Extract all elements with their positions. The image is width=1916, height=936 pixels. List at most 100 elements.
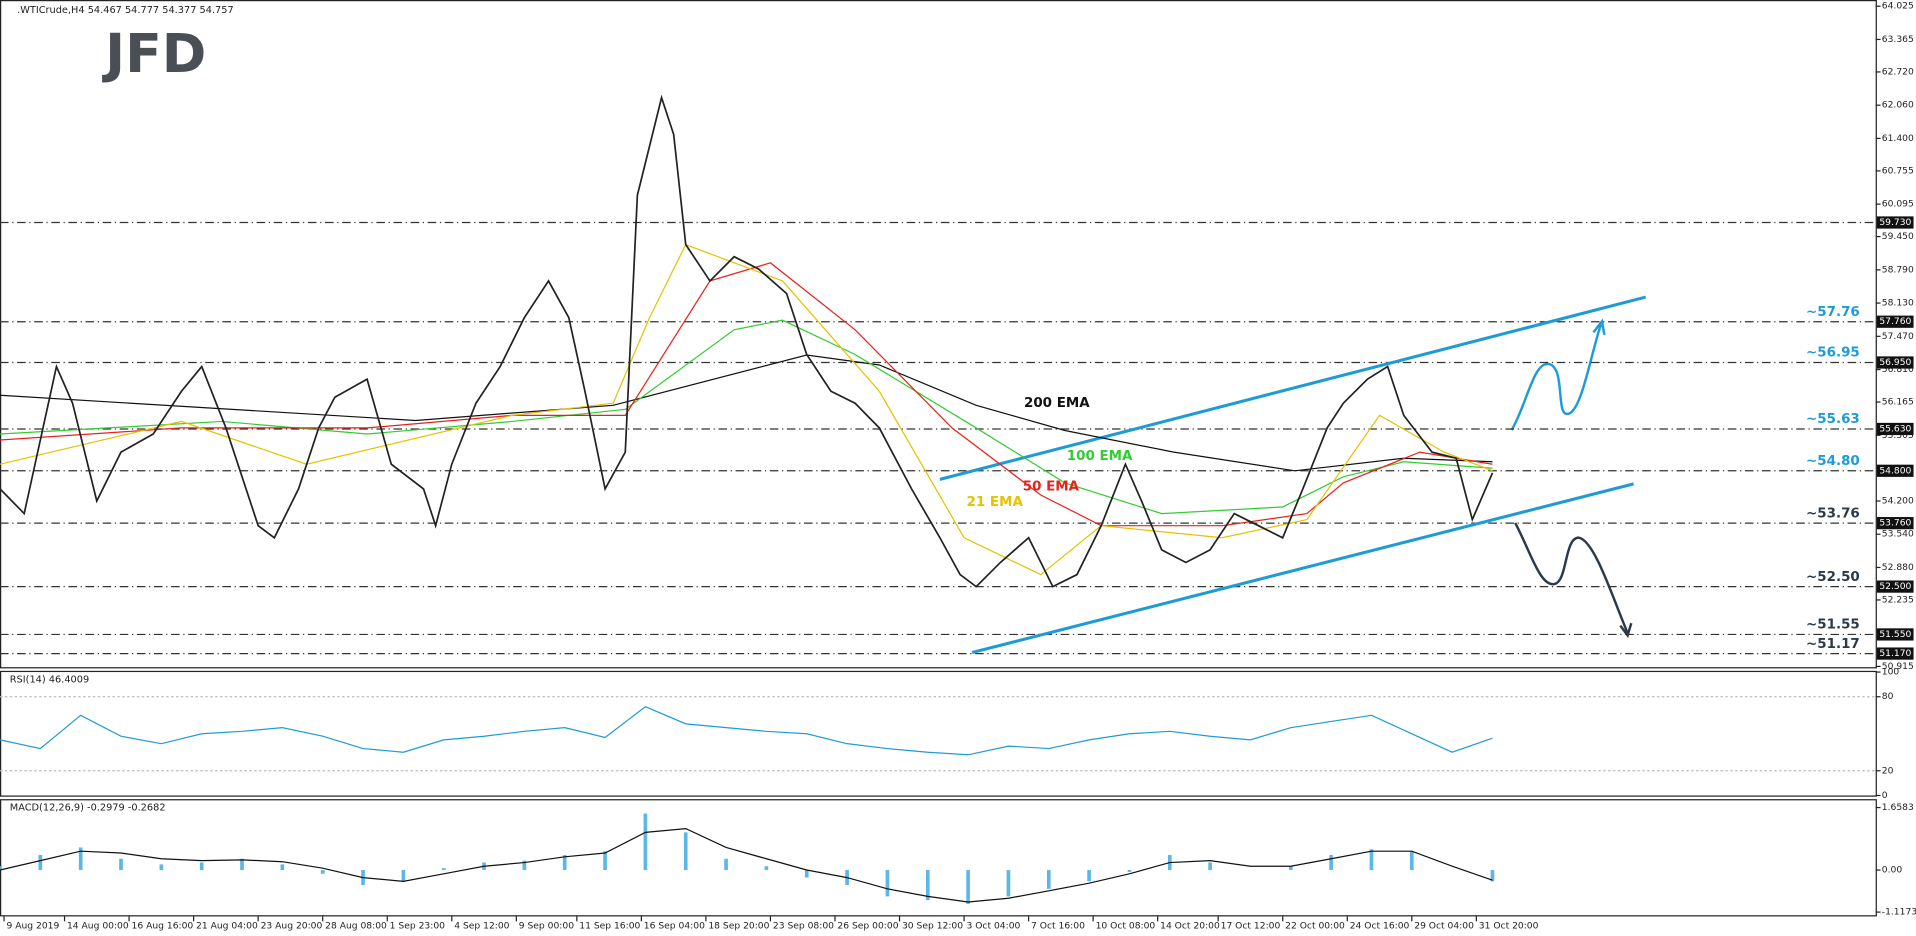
level-box-label: 51.550 — [1879, 629, 1911, 640]
y-tick-label: 62.060 — [1882, 100, 1914, 111]
x-tick-label: 26 Sep 00:00 — [837, 921, 898, 932]
macd-bar — [643, 813, 648, 871]
y-tick-label: 56.165 — [1882, 397, 1914, 408]
rsi-line — [0, 705, 1493, 756]
macd-bar — [804, 870, 809, 878]
x-tick-label: 11 Sep 16:00 — [579, 921, 640, 932]
ema-label: 21 EMA — [967, 495, 1024, 510]
ema-line — [0, 262, 1493, 527]
macd-bar — [966, 870, 970, 904]
x-tick-label: 23 Sep 08:00 — [773, 921, 834, 932]
macd-bar — [199, 862, 204, 871]
level-box-label: 55.630 — [1879, 423, 1911, 434]
y-tick-label: 62.720 — [1882, 66, 1914, 77]
ema-line — [0, 243, 1493, 576]
channel-line — [971, 482, 1634, 654]
x-tick-label: 31 Oct 20:00 — [1479, 921, 1539, 932]
y-tick-label: 55.505 — [1882, 430, 1914, 441]
y-tick-label: 53.540 — [1882, 529, 1914, 540]
macd-bar — [78, 847, 83, 871]
level-box — [1876, 464, 1914, 477]
y-tick-label: -1.1173 — [1882, 907, 1916, 918]
y-tick-label: 60.095 — [1882, 199, 1914, 210]
macd-bar — [280, 864, 285, 871]
y-tick-label: 100 — [1882, 667, 1900, 678]
level-note: ~57.76 — [1806, 305, 1860, 320]
macd-bar — [1409, 851, 1414, 871]
x-tick-label: 9 Sep 00:00 — [519, 921, 574, 932]
level-box — [1876, 315, 1914, 328]
macd-bar — [1208, 862, 1212, 871]
ema-line — [0, 319, 1493, 515]
macd-panel — [0, 799, 1877, 917]
level-note: ~55.63 — [1806, 412, 1860, 427]
x-tick-label: 16 Sep 04:00 — [644, 921, 705, 932]
macd-bar — [441, 868, 446, 871]
level-note: ~51.55 — [1806, 618, 1860, 633]
level-box-label: 54.800 — [1879, 465, 1911, 476]
x-tick-label: 3 Oct 04:00 — [967, 921, 1021, 932]
arrow-head — [1619, 622, 1633, 639]
x-tick-label: 22 Oct 00:00 — [1285, 921, 1345, 932]
level-box — [1876, 517, 1914, 530]
x-tick-label: 1 Sep 23:00 — [390, 921, 445, 932]
y-tick-label: 1.6583 — [1882, 802, 1914, 813]
logo: JFD — [101, 22, 206, 85]
x-tick-label: 28 Aug 08:00 — [325, 921, 387, 932]
y-tick-label: 64.025 — [1882, 1, 1914, 12]
x-tick-label: 29 Oct 04:00 — [1414, 921, 1474, 932]
y-tick-label: 0.00 — [1882, 865, 1903, 876]
rsi-header: RSI(14) 46.4009 — [10, 674, 89, 685]
macd-bar — [0, 866, 2, 871]
x-tick-label: 14 Oct 20:00 — [1160, 921, 1220, 932]
y-tick-label: 61.400 — [1882, 133, 1914, 144]
x-tick-label: 24 Oct 16:00 — [1350, 921, 1410, 932]
ema-label: 50 EMA — [1023, 479, 1080, 494]
y-tick-label: 20 — [1882, 765, 1894, 776]
level-box — [1876, 216, 1914, 229]
y-tick-label: 56.810 — [1882, 364, 1914, 375]
level-box-label: 57.760 — [1879, 316, 1911, 327]
projection-up — [1510, 324, 1602, 431]
macd-bar — [724, 858, 728, 871]
projection-down — [1514, 522, 1629, 634]
level-note: ~54.80 — [1806, 454, 1860, 469]
macd-bar — [401, 870, 406, 882]
y-tick-label: 57.470 — [1882, 331, 1914, 342]
macd-header: MACD(12,26,9) -0.2979 -0.2682 — [10, 803, 166, 814]
level-box-label: 51.170 — [1879, 648, 1911, 659]
macd-bar — [1329, 854, 1333, 871]
x-tick-label: 21 Aug 04:00 — [196, 921, 258, 932]
y-tick-label: 58.790 — [1882, 264, 1914, 275]
level-note: ~56.95 — [1806, 346, 1860, 361]
ema-label: 200 EMA — [1024, 396, 1090, 411]
macd-bar — [683, 832, 688, 871]
y-tick-label: 60.755 — [1882, 165, 1914, 176]
y-tick-label: 59.450 — [1882, 231, 1914, 242]
level-box-label: 59.730 — [1879, 217, 1911, 228]
level-box-label: 52.500 — [1879, 581, 1911, 592]
y-tick-label: 52.235 — [1882, 594, 1914, 605]
macd-signal — [0, 827, 1493, 903]
x-tick-label: 10 Oct 08:00 — [1096, 921, 1156, 932]
macd-bar — [38, 854, 43, 871]
macd-bar — [1046, 870, 1051, 889]
level-box — [1876, 580, 1914, 593]
macd-bar — [925, 870, 930, 901]
ema-label: 100 EMA — [1067, 449, 1133, 464]
y-tick-label: 58.130 — [1882, 298, 1914, 309]
macd-bar — [1490, 870, 1495, 882]
macd-bar — [159, 864, 164, 871]
level-box-label: 53.760 — [1879, 518, 1911, 529]
arrow-head — [1592, 318, 1606, 336]
x-tick-label: 18 Sep 20:00 — [708, 921, 769, 932]
x-tick-label: 16 Aug 16:00 — [132, 921, 194, 932]
macd-bar — [603, 851, 607, 871]
macd-bar — [1006, 870, 1011, 897]
level-box — [1876, 628, 1914, 641]
macd-bar — [885, 870, 890, 897]
x-tick-label: 4 Sep 12:00 — [454, 921, 509, 932]
y-tick-label: 52.880 — [1882, 562, 1914, 573]
macd-bar — [764, 866, 769, 871]
